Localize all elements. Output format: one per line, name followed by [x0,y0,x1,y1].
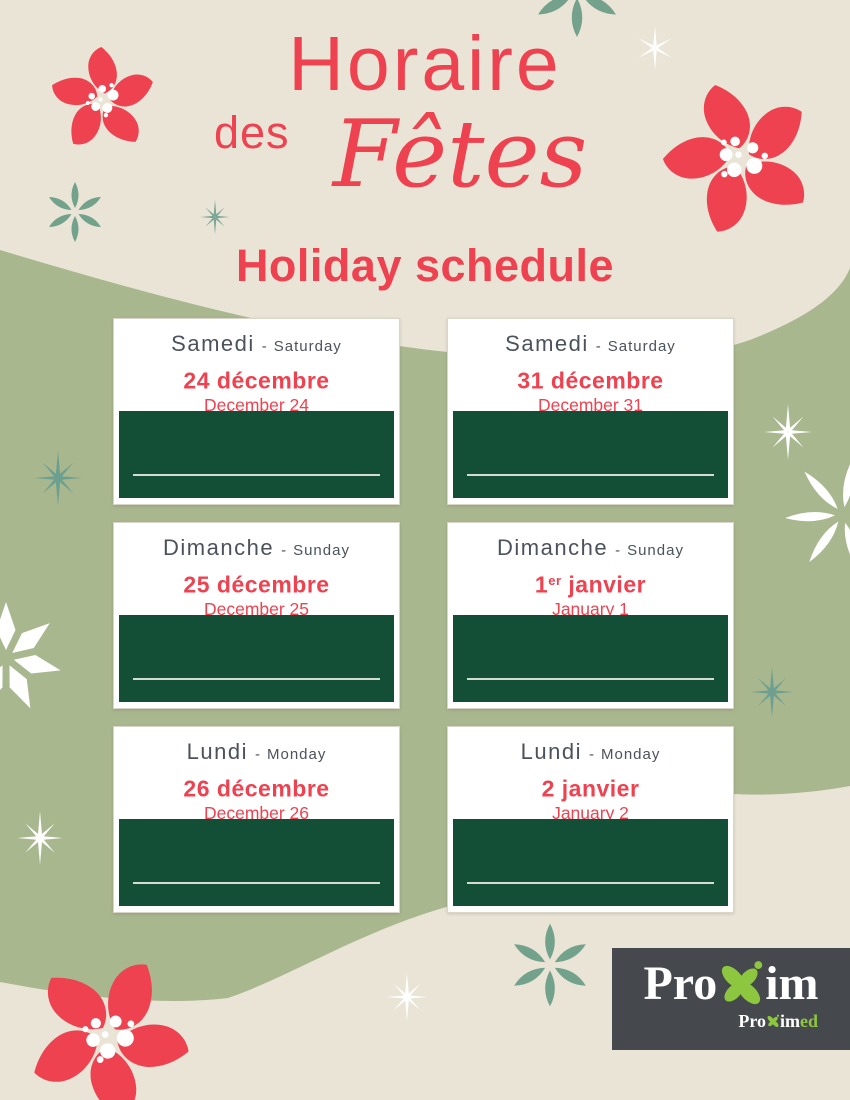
date-fr: 31 décembre [517,367,664,394]
title-fr-des: des [214,107,290,158]
day-line: Samedi - Saturday [114,332,399,359]
day-line: Dimanche - Sunday [114,536,399,563]
date-en: December 31 [537,394,644,415]
proxim-logo-box: Pro im Pro imed [612,948,850,1050]
date-fr: 2 janvier [541,775,640,802]
date-fr: 1er janvier [534,571,647,598]
schedule-card-jan1: Dimanche - Sunday 1er janvier January 1 [447,522,734,709]
title-fr-horaire: Horaire [288,21,562,107]
day-name-fr: Samedi [171,331,255,356]
day-name-fr: Samedi [505,331,589,356]
hours-writein-board [119,819,394,906]
sub-text-pro: Pro [738,1011,766,1031]
proxim-wordmark: Pro im [612,957,850,1011]
day-name-en: Sunday [293,542,350,559]
hours-writein-board [453,615,728,702]
write-line [133,678,380,680]
day-separator: - [261,338,267,355]
day-name-en: Saturday [607,338,676,355]
day-line: Lundi - Monday [114,740,399,767]
day-separator: - [588,746,594,763]
title-en-holiday-schedule: Holiday schedule [235,240,615,291]
hours-writein-board [453,819,728,906]
day-separator: - [595,338,601,355]
schedule-cards-grid: Samedi - Saturday 24 décembre December 2… [113,318,734,913]
day-name-fr: Dimanche [497,535,609,560]
hours-writein-board [453,411,728,498]
day-name-en: Sunday [627,542,684,559]
write-line [467,474,714,476]
write-line [467,882,714,884]
schedule-card-jan2: Lundi - Monday 2 janvier January 2 [447,726,734,913]
green-flower-icon [512,924,589,1007]
schedule-card-dec25: Dimanche - Sunday 25 décembre December 2… [113,522,400,709]
sparkle-icon [387,973,427,1021]
date-fr: 26 décembre [183,775,330,802]
write-line [133,474,380,476]
proximed-wordmark: Pro imed [612,1011,850,1031]
brand-text-im: im [765,957,819,1010]
brand-text-pro: Pro [643,957,718,1010]
day-line: Dimanche - Sunday [448,536,733,563]
schedule-card-dec24: Samedi - Saturday 24 décembre December 2… [113,318,400,505]
schedule-card-dec26: Lundi - Monday 26 décembre December 26 [113,726,400,913]
date-en: December 25 [203,598,310,619]
title-fr-fetes: Fêtes [332,100,588,208]
hours-writein-board [119,615,394,702]
day-name-en: Monday [600,746,661,763]
write-line [133,882,380,884]
date-en: January 2 [552,802,629,823]
proximed-x-leaf-icon [767,1014,780,1028]
day-line: Lundi - Monday [448,740,733,767]
hours-writein-board [119,411,394,498]
date-en: December 26 [203,802,310,823]
day-name-fr: Dimanche [163,535,275,560]
day-name-fr: Lundi [186,739,248,764]
day-line: Samedi - Saturday [448,332,733,359]
proxim-x-leaf-icon [722,961,763,1005]
sub-text-im: im [780,1011,800,1031]
date-en: December 24 [203,394,310,415]
day-name-en: Monday [266,746,327,763]
day-name-fr: Lundi [520,739,582,764]
day-name-en: Saturday [273,338,342,355]
day-separator: - [615,542,621,559]
sub-text-ed: ed [800,1011,818,1031]
date-en: January 1 [552,598,629,619]
write-line [467,678,714,680]
day-separator: - [254,746,260,763]
schedule-card-dec31: Samedi - Saturday 31 décembre December 3… [447,318,734,505]
day-separator: - [281,542,287,559]
date-fr: 25 décembre [183,571,330,598]
date-fr: 24 décembre [183,367,330,394]
